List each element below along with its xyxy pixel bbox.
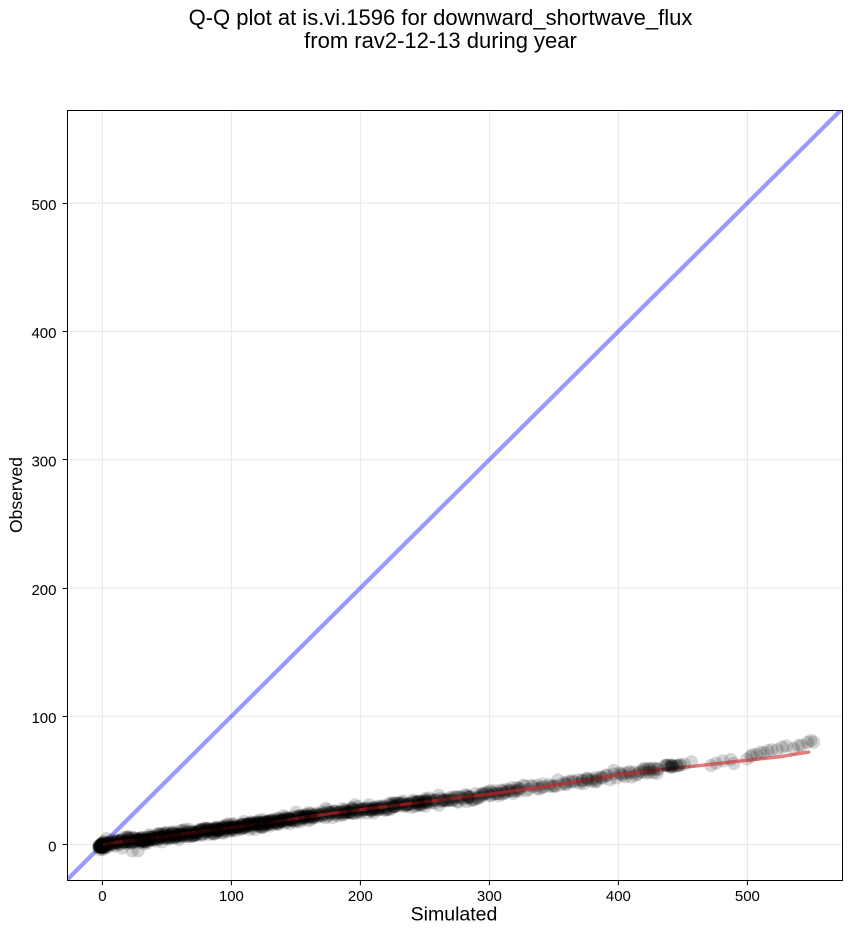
- svg-text:200: 200: [31, 582, 56, 599]
- svg-text:Observed: Observed: [6, 457, 26, 533]
- svg-text:500: 500: [31, 197, 56, 214]
- svg-text:400: 400: [31, 325, 56, 342]
- svg-text:100: 100: [31, 710, 56, 727]
- svg-text:300: 300: [31, 454, 56, 471]
- svg-text:Simulated: Simulated: [411, 904, 498, 926]
- svg-text:0: 0: [48, 838, 56, 855]
- svg-text:300: 300: [477, 888, 502, 905]
- svg-text:500: 500: [735, 888, 760, 905]
- svg-text:Q-Q plot at is.vi.1596 for dow: Q-Q plot at is.vi.1596 for downward_shor…: [189, 5, 693, 30]
- svg-text:0: 0: [98, 888, 106, 905]
- svg-text:from rav2-12-13 during year: from rav2-12-13 during year: [304, 28, 577, 53]
- svg-text:200: 200: [348, 888, 373, 905]
- svg-text:400: 400: [606, 888, 631, 905]
- svg-text:100: 100: [219, 888, 244, 905]
